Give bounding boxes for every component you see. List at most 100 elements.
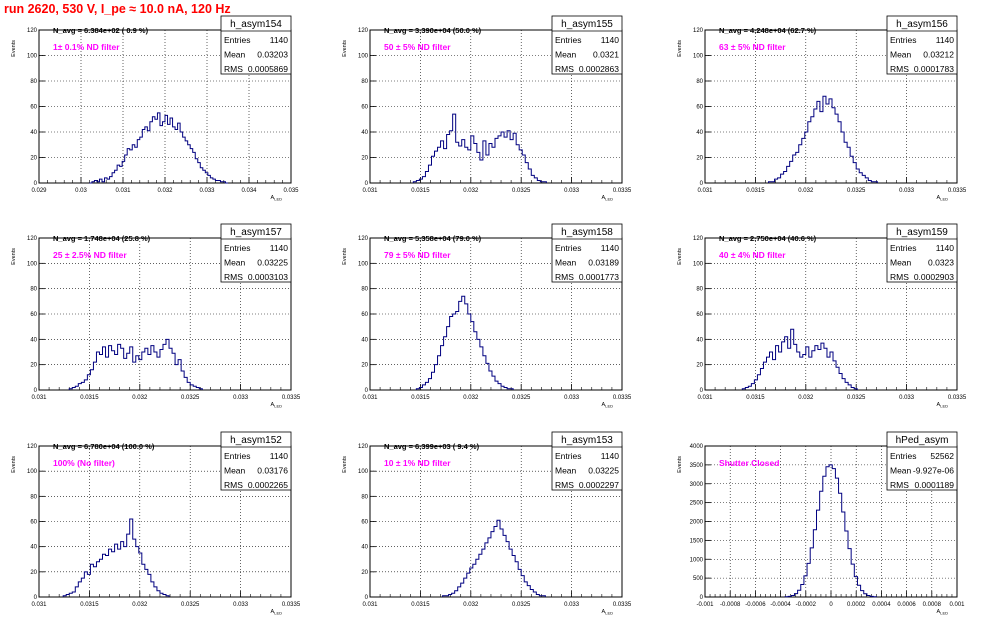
stats-label-rms: RMS (890, 272, 909, 282)
x-tick-label: 0.031 (31, 395, 47, 401)
stats-box (220, 431, 292, 491)
y-tick-label: 3500 (690, 463, 704, 469)
y-tick-label: 100 (358, 54, 369, 60)
x-tick-label: 0.0335 (948, 395, 967, 401)
y-tick-label: 20 (30, 156, 37, 162)
filter-label: 100% (No filter) (53, 458, 115, 468)
x-tick-label: 0.03 (75, 188, 87, 194)
x-tick-label: 0.0004 (872, 602, 891, 608)
y-tick-label: 0 (34, 595, 38, 601)
x-tick-label: 0.0335 (948, 188, 967, 194)
y-tick-label: 1500 (690, 538, 704, 544)
stats-value-entries: 1140 (270, 243, 289, 253)
y-tick-label: 80 (361, 494, 368, 500)
x-axis-subscript: LED (274, 197, 282, 202)
histogram-name: h_asym154 (230, 19, 282, 30)
x-axis-subscript: LED (940, 611, 948, 616)
x-tick-label: 0.031 (362, 188, 378, 194)
x-tick-label: 0.031 (115, 188, 131, 194)
x-tick-label: 0.032 (463, 395, 479, 401)
x-tick-label: -0.0008 (720, 602, 741, 608)
x-axis-subscript: LED (940, 197, 948, 202)
x-tick-label: 0 (829, 602, 833, 608)
histogram-panel-h_asym159: 0.031 0.0315 0.032 0.0325 0.033 0.0335 0 20 40 60… (677, 223, 967, 409)
stats-value-entries: 52562 (930, 451, 954, 461)
y-tick-label: 120 (358, 236, 369, 242)
histogram-panel-h_asym154: 0.029 0.03 0.031 0.032 0.033 0.034 0.035 0 20 40 6… (11, 15, 299, 202)
stats-value-rms: 0.0002297 (579, 480, 619, 490)
stats-value-rms: 0.0001773 (579, 272, 619, 282)
y-tick-label: 0 (34, 181, 38, 187)
stats-value-mean: 0.03225 (257, 258, 288, 268)
stats-value-entries: 1140 (270, 35, 289, 45)
filter-label: Shutter Closed (719, 458, 779, 468)
x-tick-label: 0.0335 (282, 602, 301, 608)
stats-label-rms: RMS (555, 272, 574, 282)
navg-label: N_avg = 3.390e+04 (50.0 %) (384, 26, 482, 35)
y-tick-label: 2500 (690, 501, 704, 507)
stats-label-entries: Entries (224, 451, 250, 461)
histogram-name: h_asym159 (896, 227, 948, 238)
y-tick-label: 2000 (690, 520, 704, 526)
y-tick-label: 4000 (690, 444, 704, 450)
stats-value-rms: 0.0002265 (248, 480, 288, 490)
stats-value-entries: 1140 (936, 243, 955, 253)
x-tick-label: 0.032 (798, 395, 814, 401)
y-tick-label: 100 (693, 261, 704, 267)
histogram-name: h_asym153 (561, 435, 613, 446)
y-tick-label: 40 (696, 337, 703, 343)
y-tick-label: 20 (30, 363, 37, 369)
x-tick-label: -0.0002 (796, 602, 817, 608)
y-axis-title: Events (677, 456, 683, 473)
y-tick-label: 500 (693, 576, 704, 582)
stats-value-entries: 1140 (601, 243, 620, 253)
stats-label-rms: RMS (890, 64, 909, 74)
x-tick-label: -0.0004 (770, 602, 791, 608)
y-tick-label: 40 (30, 130, 37, 136)
y-tick-label: 60 (361, 105, 368, 111)
y-axis-title: Events (11, 248, 17, 265)
x-axis-title: ALED (271, 609, 283, 616)
histogram-series (741, 328, 858, 390)
histogram-panel-h_asym157: 0.031 0.0315 0.032 0.0325 0.033 0.0335 0 20 40 60… (11, 223, 301, 409)
y-tick-label: 0 (365, 595, 369, 601)
x-tick-label: 0.0325 (847, 395, 866, 401)
x-tick-label: 0.031 (697, 188, 713, 194)
stats-value-mean: 0.0323 (928, 258, 954, 268)
stats-box (886, 431, 958, 491)
x-tick-label: 0.033 (199, 188, 215, 194)
stats-label-rms: RMS (890, 480, 909, 490)
histogram-name: hPed_asym (896, 435, 949, 446)
x-tick-label: 0.031 (697, 395, 713, 401)
x-tick-label: 0.033 (233, 602, 249, 608)
y-tick-label: 80 (30, 287, 37, 293)
stats-label-entries: Entries (890, 243, 916, 253)
y-tick-label: 80 (361, 79, 368, 85)
y-tick-label: 20 (30, 570, 37, 576)
stats-label-mean: Mean (555, 258, 577, 268)
stats-label-mean: Mean (555, 466, 577, 476)
stats-label-mean: Mean (224, 50, 246, 60)
navg-label: N_avg = 6.780e+04 (100.0 %) (53, 442, 155, 451)
histogram-name: h_asym152 (230, 435, 282, 446)
y-tick-label: 1000 (690, 557, 704, 563)
x-tick-label: 0.031 (362, 602, 378, 608)
filter-label: 63 ± 5% ND filter (719, 42, 786, 52)
histogram-panel-h_asym155: 0.031 0.0315 0.032 0.0325 0.033 0.0335 0 20 40 60… (342, 15, 632, 202)
histogram-series (62, 518, 170, 597)
y-tick-label: 100 (358, 261, 369, 267)
y-tick-label: 120 (693, 28, 704, 34)
run-title: run 2620, 530 V, I_pe ≈ 10.0 nA, 120 Hz (4, 2, 231, 16)
stats-value-entries: 1140 (936, 35, 955, 45)
stats-value-entries: 1140 (270, 451, 289, 461)
x-axis-title: ALED (937, 609, 949, 616)
stats-value-mean: 0.03212 (923, 50, 954, 60)
histogram-panel-h_asym152: 0.031 0.0315 0.032 0.0325 0.033 0.0335 0 20 40 60… (11, 431, 301, 616)
x-tick-label: 0.0315 (746, 395, 765, 401)
y-tick-label: 100 (27, 469, 38, 475)
histogram-series (442, 519, 546, 597)
stats-box (551, 431, 623, 491)
histogram-panel-h_asym153: 0.031 0.0315 0.032 0.0325 0.033 0.0335 0 20 40 60… (342, 431, 632, 616)
histogram-name: h_asym155 (561, 19, 613, 30)
x-tick-label: 0.0315 (80, 602, 99, 608)
